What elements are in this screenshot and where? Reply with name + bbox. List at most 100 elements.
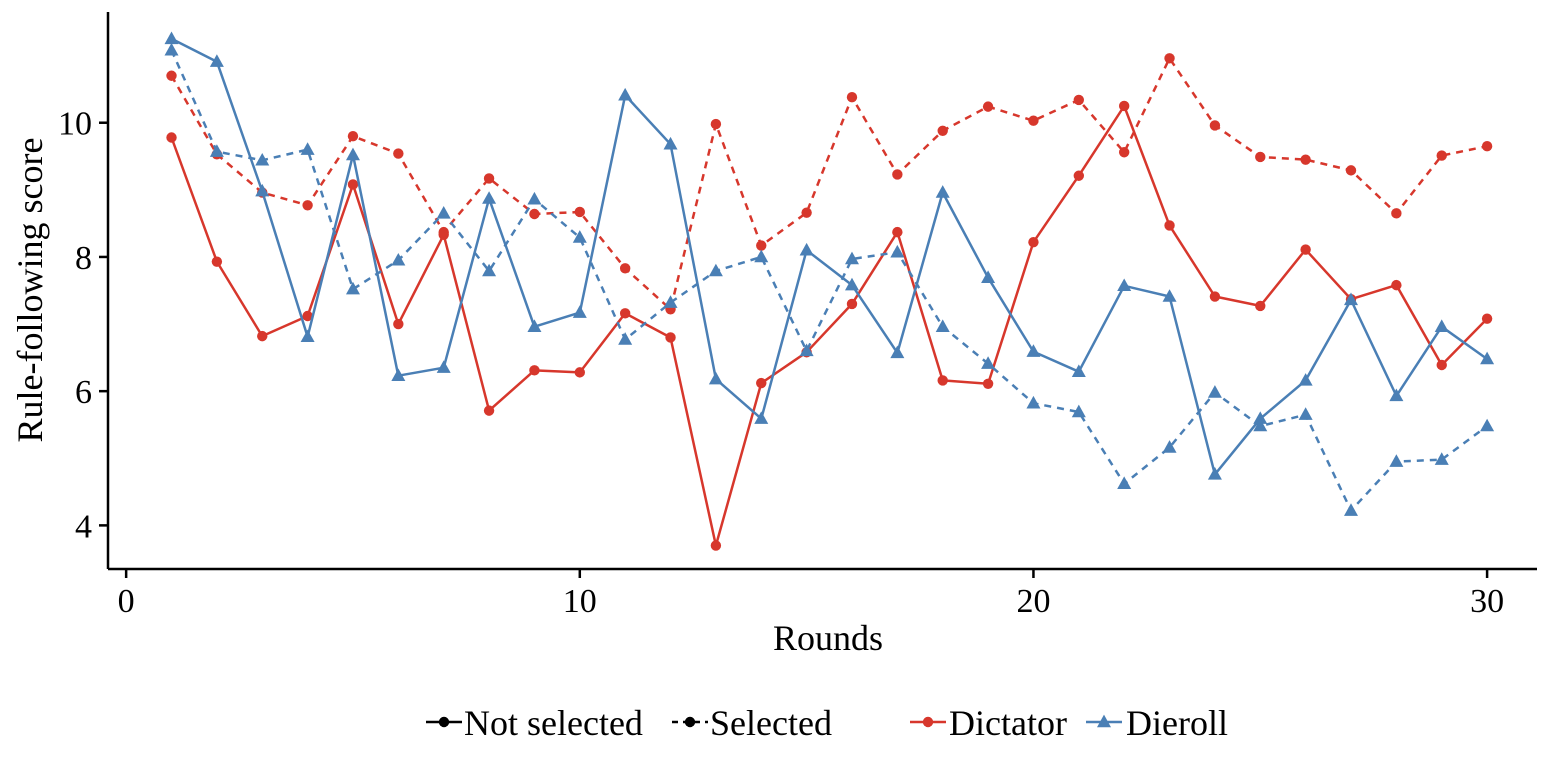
data-point: [1164, 53, 1175, 64]
data-point: [1480, 351, 1495, 365]
data-point: [799, 242, 814, 256]
data-point: [937, 375, 948, 386]
x-axis-title: Rounds: [773, 618, 883, 658]
series-layer: [164, 31, 1495, 551]
data-point: [1389, 454, 1404, 467]
series-line: [170, 49, 1488, 512]
data-point: [393, 318, 404, 330]
data-point: [1481, 141, 1493, 152]
data-point: [1434, 319, 1449, 332]
data-point: [663, 136, 678, 150]
data-point: [756, 377, 767, 389]
data-point: [300, 142, 315, 155]
data-point: [1073, 170, 1085, 181]
data-point: [663, 295, 678, 308]
y-tick-label: 8: [75, 240, 92, 277]
data-point: [393, 148, 404, 159]
data-point: [1207, 467, 1222, 480]
data-point: [345, 147, 360, 161]
data-point: [846, 298, 858, 310]
data-point: [438, 226, 449, 238]
data-point: [754, 249, 769, 263]
data-point: [1028, 236, 1039, 248]
legend-key-dictator: [910, 716, 946, 728]
data-point: [166, 132, 177, 143]
data-point: [1071, 404, 1086, 418]
legend-label-dictator: Dictator: [949, 703, 1067, 743]
data-point: [1480, 418, 1495, 432]
data-point: [482, 263, 497, 277]
data-point: [391, 252, 406, 266]
data-point: [436, 360, 451, 373]
x-tick-label: 30: [1470, 583, 1504, 620]
data-point: [1071, 364, 1086, 377]
data-point: [1253, 418, 1268, 432]
y-tick-label: 6: [75, 374, 92, 411]
data-point: [300, 329, 315, 343]
data-point: [1026, 395, 1041, 409]
data-point: [665, 332, 676, 343]
ticks-layer: 0 10 20 30 4 6 8 10: [58, 106, 1504, 620]
data-point: [572, 230, 587, 243]
data-point: [935, 185, 950, 198]
data-point: [1073, 94, 1085, 106]
data-point: [302, 200, 313, 211]
data-point: [1389, 388, 1404, 402]
data-point: [1117, 278, 1132, 292]
data-point: [1344, 292, 1359, 306]
legend-label-not-selected: Not selected: [464, 703, 643, 743]
data-point: [1344, 503, 1359, 516]
series-line: [170, 37, 1488, 476]
data-point: [1207, 385, 1222, 398]
data-point: [982, 101, 994, 112]
data-point: [801, 207, 812, 218]
data-point: [1300, 154, 1311, 165]
legend-key-marker: [684, 716, 696, 728]
data-point: [799, 343, 814, 357]
legend: Not selected Selected Dictator Dieroll: [426, 703, 1228, 743]
data-point: [482, 191, 497, 204]
data-point: [844, 277, 859, 291]
data-point: [257, 330, 268, 342]
data-point: [937, 125, 948, 136]
data-point: [1391, 208, 1402, 219]
data-point: [1255, 151, 1266, 163]
data-point: [1209, 120, 1221, 131]
data-point: [527, 319, 542, 332]
series-dictator-solid: [166, 100, 1493, 551]
data-point: [1118, 100, 1130, 112]
y-axis-title: Rule-following score: [10, 138, 50, 443]
data-point: [255, 183, 270, 197]
data-point: [754, 411, 769, 424]
data-point: [935, 319, 950, 332]
data-point: [846, 92, 858, 103]
data-point: [1118, 147, 1130, 158]
data-point: [209, 144, 224, 157]
legend-key-marker: [922, 716, 934, 728]
data-point: [529, 208, 540, 220]
data-point: [1300, 244, 1311, 255]
data-point: [1298, 407, 1313, 420]
data-point: [1255, 300, 1266, 312]
data-point: [1345, 165, 1357, 176]
axes-layer: [106, 12, 1537, 571]
data-point: [572, 305, 587, 318]
data-point: [347, 179, 359, 190]
data-point: [574, 206, 585, 218]
data-point: [1298, 373, 1313, 386]
data-point: [1028, 115, 1039, 126]
data-point: [892, 169, 903, 180]
data-point: [710, 118, 722, 130]
data-point: [255, 152, 270, 166]
data-point: [1026, 344, 1041, 357]
data-point: [1117, 476, 1132, 490]
data-point: [574, 367, 585, 378]
data-point: [1481, 313, 1493, 324]
data-point: [527, 191, 542, 205]
data-point: [209, 54, 224, 67]
legend-key-marker: [438, 716, 450, 728]
legend-label-dieroll: Dieroll: [1126, 703, 1228, 743]
series-dieroll-dotted: [164, 42, 1495, 516]
data-point: [345, 281, 360, 295]
series-dictator-dotted: [166, 53, 1493, 315]
